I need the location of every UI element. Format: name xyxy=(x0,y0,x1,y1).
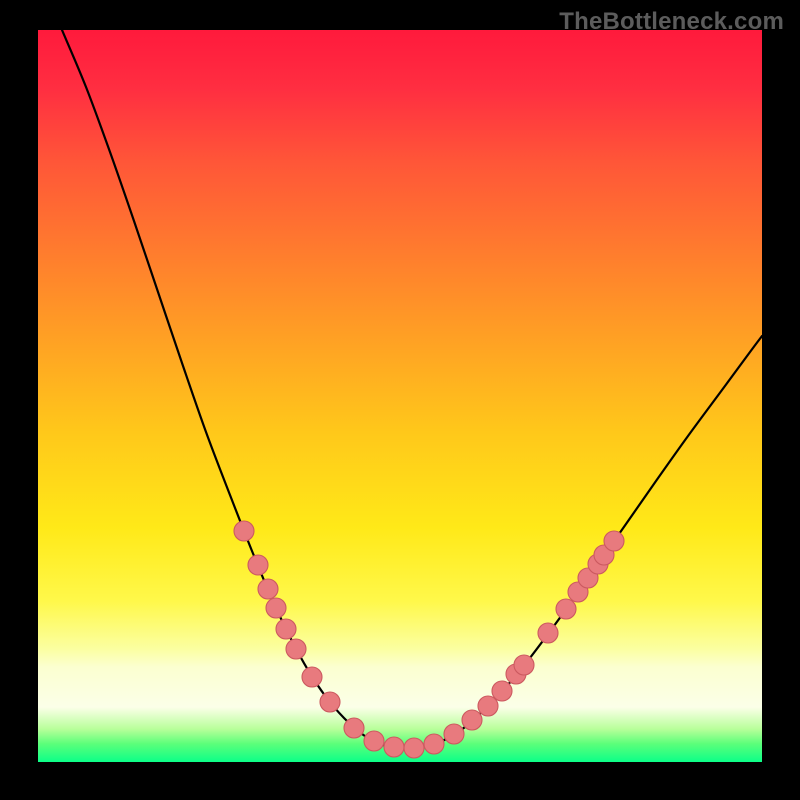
data-marker xyxy=(258,579,278,599)
chart-stage: TheBottleneck.com xyxy=(0,0,800,800)
plot-gradient-background xyxy=(38,30,762,762)
data-marker xyxy=(364,731,384,751)
data-marker xyxy=(266,598,286,618)
data-marker xyxy=(604,531,624,551)
data-marker xyxy=(344,718,364,738)
data-marker xyxy=(538,623,558,643)
data-marker xyxy=(320,692,340,712)
data-marker xyxy=(248,555,268,575)
data-marker xyxy=(514,655,534,675)
data-marker xyxy=(276,619,296,639)
data-marker xyxy=(478,696,498,716)
chart-svg xyxy=(0,0,800,800)
data-marker xyxy=(444,724,464,744)
attribution-label: TheBottleneck.com xyxy=(559,8,784,36)
data-marker xyxy=(556,599,576,619)
data-marker xyxy=(286,639,306,659)
data-marker xyxy=(302,667,322,687)
data-marker xyxy=(384,737,404,757)
data-marker xyxy=(462,710,482,730)
data-marker xyxy=(424,734,444,754)
data-marker xyxy=(404,738,424,758)
data-marker xyxy=(234,521,254,541)
data-marker xyxy=(492,681,512,701)
